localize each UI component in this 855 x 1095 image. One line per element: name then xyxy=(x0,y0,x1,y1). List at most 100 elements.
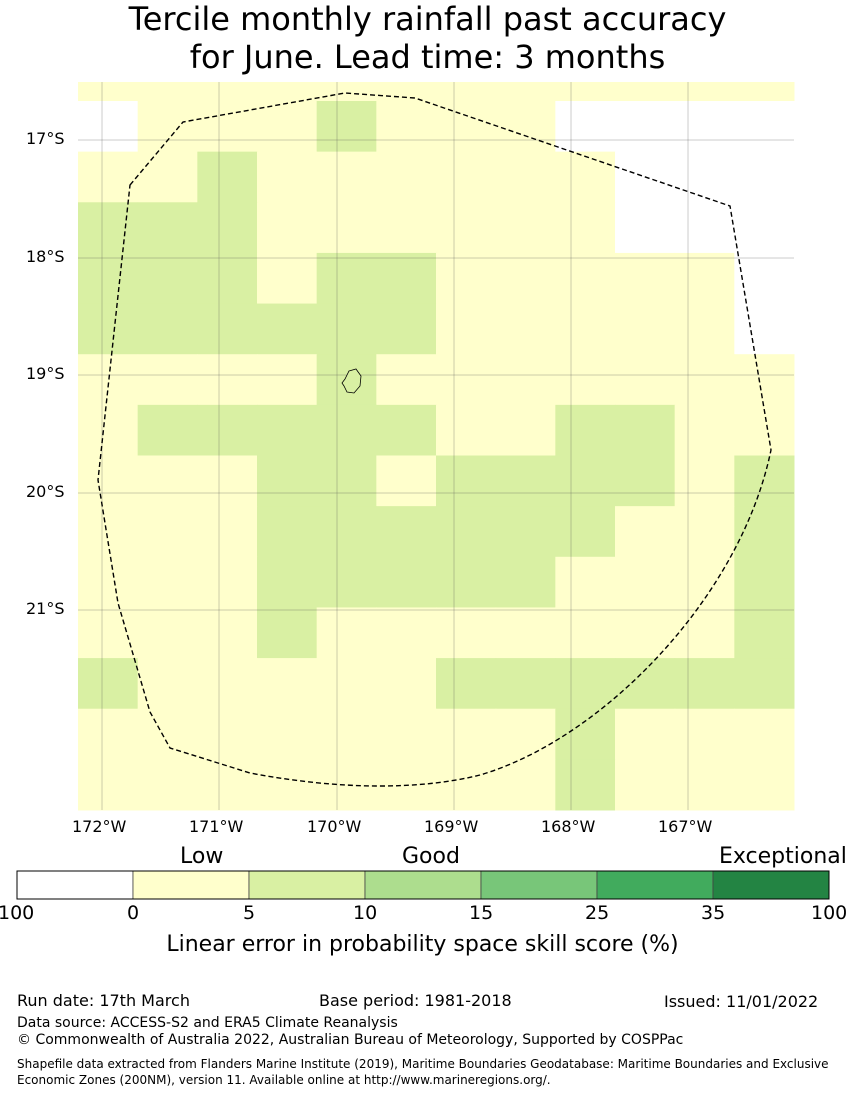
title-line-1: Tercile monthly rainfall past accuracy xyxy=(128,0,727,38)
grid-cell xyxy=(615,607,676,659)
grid-cell xyxy=(674,506,735,558)
grid-cell xyxy=(376,556,437,608)
grid-cell xyxy=(436,82,497,102)
grid-cell xyxy=(137,202,198,254)
grid-cell xyxy=(376,151,437,203)
grid-cell xyxy=(734,708,795,760)
lat-label-19s: 19°S xyxy=(26,364,65,383)
grid-cell xyxy=(316,759,377,811)
grid-cell xyxy=(197,404,258,456)
grid-cell xyxy=(376,82,437,102)
grid-cell xyxy=(197,303,258,355)
grid-cell xyxy=(197,82,258,102)
skill-grid xyxy=(78,82,795,811)
grid-cell xyxy=(257,759,318,811)
lon-label-172w: 172°W xyxy=(72,817,127,836)
shapefile-credit: Shapefile data extracted from Flanders M… xyxy=(17,1057,829,1087)
grid-cell xyxy=(197,708,258,760)
grid-cell xyxy=(555,303,616,355)
grid-cell xyxy=(495,404,556,456)
grid-cell xyxy=(555,82,616,102)
grid-cell xyxy=(78,759,139,811)
grid-cell xyxy=(257,607,318,659)
grid-cell xyxy=(615,759,676,811)
grid-cell xyxy=(674,759,735,811)
grid-cell xyxy=(316,607,377,659)
colorbar-tick-1: 0 xyxy=(127,902,140,924)
grid-cell xyxy=(137,82,198,102)
grid-cell xyxy=(436,759,497,811)
grid-cell xyxy=(436,607,497,659)
grid-cell xyxy=(137,658,198,710)
colorbar-tick-7: 100 xyxy=(811,902,848,924)
lat-label-18s: 18°S xyxy=(26,247,65,266)
grid-cell xyxy=(316,708,377,760)
grid-cell xyxy=(78,506,139,558)
grid-cell xyxy=(436,506,497,558)
grid-cell xyxy=(734,303,795,355)
lon-label-169w: 169°W xyxy=(424,817,479,836)
grid-cell xyxy=(555,607,616,659)
data-source: Data source: ACCESS-S2 and ERA5 Climate … xyxy=(17,1015,398,1031)
grid-cell xyxy=(555,404,616,456)
colorbar xyxy=(16,870,830,900)
grid-cell xyxy=(197,151,258,203)
gridlines xyxy=(78,82,794,810)
grid-cell xyxy=(376,404,437,456)
grid-cell xyxy=(137,607,198,659)
grid-cell xyxy=(376,607,437,659)
eez-boundary xyxy=(97,92,772,787)
grid-cell xyxy=(495,252,556,305)
grid-cell xyxy=(495,354,556,406)
grid-cell xyxy=(495,506,556,558)
grid-cell xyxy=(436,658,497,710)
lon-label-168w: 168°W xyxy=(541,817,596,836)
grid-cell xyxy=(376,658,437,710)
grid-cell xyxy=(137,455,198,507)
grid-cell xyxy=(615,101,676,153)
colorbar-category-good: Good xyxy=(402,844,460,869)
title-line-2: for June. Lead time: 3 months xyxy=(189,38,666,76)
colorbar-swatch xyxy=(480,870,598,900)
grid-cell xyxy=(734,556,795,608)
grid-cell xyxy=(615,303,676,355)
colorbar-tick-2: 5 xyxy=(243,902,256,924)
grid-cell xyxy=(674,455,735,507)
grid-cell xyxy=(436,354,497,406)
skill-map xyxy=(78,82,795,811)
grid-cell xyxy=(674,101,735,153)
grid-cell xyxy=(257,455,318,507)
grid-cell xyxy=(78,252,139,305)
grid-cell xyxy=(257,151,318,203)
grid-cell xyxy=(137,252,198,305)
grid-cell xyxy=(197,506,258,558)
grid-cell xyxy=(436,252,497,305)
grid-cell xyxy=(674,202,735,254)
grid-cell xyxy=(674,252,735,305)
grid-cell xyxy=(555,252,616,305)
grid-cell xyxy=(495,455,556,507)
grid-cell xyxy=(615,252,676,305)
grid-cell xyxy=(316,101,377,153)
grid-cell xyxy=(257,202,318,254)
grid-cell xyxy=(257,354,318,406)
grid-cell xyxy=(78,404,139,456)
grid-cell xyxy=(316,202,377,254)
colorbar-swatch xyxy=(596,870,714,900)
grid-cell xyxy=(316,252,377,305)
grid-cell xyxy=(137,303,198,355)
grid-cell xyxy=(197,101,258,153)
base-period: Base period: 1981-2018 xyxy=(319,991,512,1010)
lat-label-17s: 17°S xyxy=(26,129,65,148)
grid-cell xyxy=(495,759,556,811)
grid-cell xyxy=(734,151,795,203)
grid-cell xyxy=(734,506,795,558)
grid-cell xyxy=(78,607,139,659)
grid-cell xyxy=(555,202,616,254)
grid-cell xyxy=(197,759,258,811)
colorbar-category-exceptional: Exceptional xyxy=(719,844,847,869)
grid-cell xyxy=(316,556,377,608)
grid-cell xyxy=(376,252,437,305)
grid-cell xyxy=(436,101,497,153)
grid-cell xyxy=(316,82,377,102)
